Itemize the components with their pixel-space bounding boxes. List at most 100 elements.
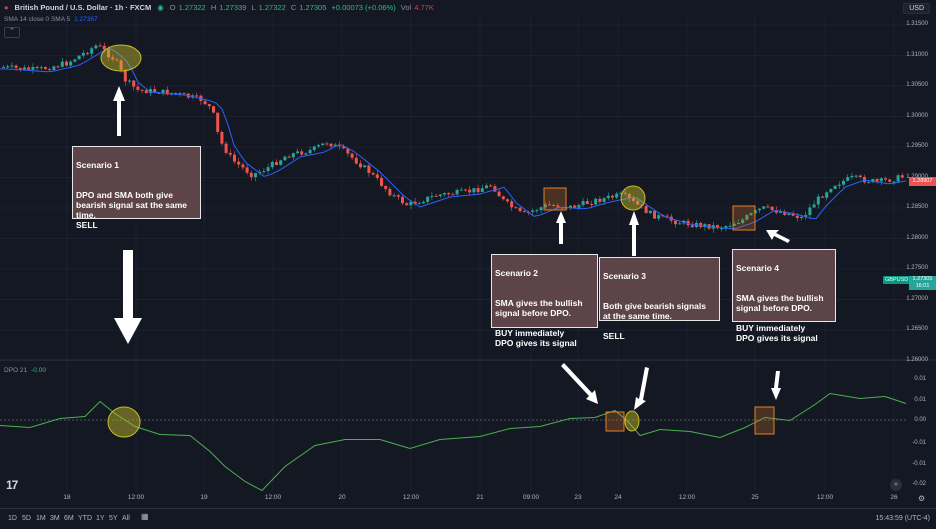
candle-body [758, 208, 761, 211]
range-3m-button[interactable]: 3M [50, 515, 60, 522]
candle-body [346, 148, 350, 154]
candle-body [464, 189, 467, 191]
range-all-button[interactable]: All [122, 515, 130, 522]
scenario-1-text: DPO and SMA both give bearish signal sat… [76, 190, 188, 230]
bar-countdown: 16:01 [915, 282, 930, 289]
candle-body [741, 219, 745, 224]
range-5y-button[interactable]: 5Y [109, 515, 118, 522]
candle-body [325, 143, 329, 145]
candle-body [266, 167, 270, 172]
collapse-icon: ⌃ [9, 28, 15, 35]
candle-body [149, 89, 152, 94]
sma-legend[interactable]: SMA 14 close 0 SMA 5 1.27367 [4, 16, 98, 23]
candle-body [766, 206, 770, 208]
current-price: 1.27305 [912, 276, 933, 282]
signal-box-dpo-4 [754, 406, 775, 435]
arrow-dpo-scenario-2 [561, 363, 598, 404]
ohlc-values: O 1.27322 H 1.27339 L 1.27322 C 1.27305 +0.0… [169, 3, 434, 12]
candle-body [153, 89, 157, 93]
range-6m-button[interactable]: 6M [64, 515, 74, 522]
candle-body [879, 178, 883, 182]
calendar-icon[interactable]: ▦ [141, 512, 149, 521]
candle-body [102, 45, 106, 50]
range-1m-button[interactable]: 1M [36, 515, 46, 522]
candle-body [56, 66, 60, 68]
candle-body [854, 175, 858, 177]
candle-body [426, 196, 430, 202]
signal-box-dpo-2 [605, 411, 625, 432]
candle-body [354, 157, 358, 164]
symbol-flag-icon: ● [4, 3, 9, 12]
candle-body [161, 89, 165, 94]
range-1y-button[interactable]: 1Y [96, 515, 105, 522]
candle-body [552, 204, 556, 206]
settings-icon[interactable]: ⚙ [918, 494, 926, 503]
signal-box-sma-4 [732, 205, 756, 231]
candle-body [396, 195, 400, 197]
candle-body [413, 201, 417, 204]
candle-body [867, 182, 871, 184]
candle-body [367, 165, 371, 173]
currency-button[interactable]: USD [903, 3, 930, 14]
candle-body [791, 213, 795, 216]
candle-body [86, 52, 89, 54]
dpo-value: -0.00 [31, 367, 46, 374]
candle-body [270, 162, 274, 168]
candle-body [825, 192, 829, 198]
time-tick-label: 12:00 [678, 494, 696, 501]
candle-body [380, 177, 383, 186]
clock-timezone[interactable]: 15:43:59 (UTC-4) [875, 515, 930, 522]
time-tick-label: 20 [338, 494, 346, 501]
dpo-tick-label: 0.00 [914, 417, 926, 423]
candle-body [884, 178, 887, 180]
candle-body [119, 60, 123, 70]
candle-body [174, 92, 178, 94]
candle-body [648, 210, 652, 214]
candle-body [111, 57, 115, 60]
arrow-up-scenario-3 [629, 211, 639, 256]
candle-body [539, 207, 543, 211]
dpo-legend[interactable]: DPO 21 -0.00 [4, 367, 46, 374]
candle-body [417, 203, 421, 205]
candle-body [485, 185, 488, 189]
range-1d-button[interactable]: 1D [8, 515, 17, 522]
candle-body [422, 201, 425, 204]
candle-body [795, 215, 799, 219]
candle-body [233, 154, 236, 162]
candle-body [342, 146, 346, 149]
candle-body [81, 52, 85, 56]
candle-body [875, 179, 879, 182]
candle-body [73, 59, 77, 62]
tradingview-logo-icon[interactable]: 17 [6, 478, 18, 492]
arrow-up-scenario-1 [113, 86, 125, 136]
candle-body [800, 216, 803, 219]
candle-body [556, 205, 560, 208]
candle-body [94, 45, 98, 49]
candle-body [657, 215, 661, 219]
candle-body [602, 198, 606, 202]
candle-body [749, 213, 753, 216]
go-to-realtime-icon[interactable]: » [890, 479, 902, 491]
candle-body [590, 204, 593, 206]
time-tick-label: 12:00 [816, 494, 834, 501]
candle-body [640, 204, 644, 206]
candle-body [39, 67, 43, 69]
candle-body [493, 186, 497, 192]
candle-body [279, 160, 283, 165]
candle-body [615, 193, 619, 198]
candle-body [623, 192, 627, 194]
symbol-title[interactable]: British Pound / U.S. Dollar · 1h · FXCM [14, 3, 152, 12]
candle-body [291, 153, 295, 158]
collapse-legend-button[interactable]: ⌃ [4, 27, 20, 38]
price-tick-label: 1.28000 [906, 234, 928, 241]
dpo-tick-label: 0.01 [914, 397, 926, 403]
candle-body [606, 195, 610, 199]
signal-circle-sma-3 [620, 185, 646, 211]
range-5d-button[interactable]: 5D [22, 515, 31, 522]
range-ytd-button[interactable]: YTD [78, 515, 92, 522]
candle-body [850, 175, 854, 178]
candle-body [329, 143, 333, 147]
candle-body [65, 61, 68, 66]
candle-body [6, 66, 10, 68]
candle-body [812, 204, 816, 208]
